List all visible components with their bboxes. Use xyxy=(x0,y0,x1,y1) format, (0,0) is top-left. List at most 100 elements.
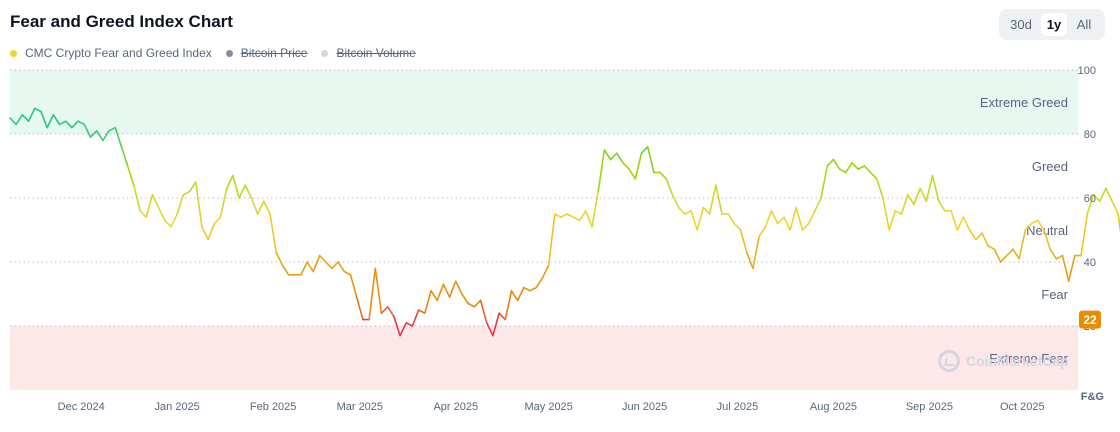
data-point[interactable] xyxy=(659,171,661,173)
data-point[interactable] xyxy=(188,190,190,192)
data-point[interactable] xyxy=(578,219,580,221)
data-point[interactable] xyxy=(671,194,673,196)
data-point[interactable] xyxy=(201,226,203,228)
data-point[interactable] xyxy=(424,312,426,314)
data-point[interactable] xyxy=(907,194,909,196)
data-point[interactable] xyxy=(133,184,135,186)
data-point[interactable] xyxy=(114,126,116,128)
data-point[interactable] xyxy=(151,194,153,196)
data-point[interactable] xyxy=(516,299,518,301)
data-point[interactable] xyxy=(492,334,494,336)
data-point[interactable] xyxy=(529,290,531,292)
data-point[interactable] xyxy=(547,264,549,266)
data-point[interactable] xyxy=(430,290,432,292)
data-point[interactable] xyxy=(1006,254,1008,256)
data-point[interactable] xyxy=(176,213,178,215)
data-point[interactable] xyxy=(968,229,970,231)
data-point[interactable] xyxy=(1024,229,1026,231)
data-point[interactable] xyxy=(1086,213,1088,215)
data-point[interactable] xyxy=(281,264,283,266)
data-point[interactable] xyxy=(27,120,29,122)
data-point[interactable] xyxy=(448,296,450,298)
data-point[interactable] xyxy=(1012,248,1014,250)
data-point[interactable] xyxy=(473,306,475,308)
data-point[interactable] xyxy=(999,261,1001,263)
data-point[interactable] xyxy=(77,120,79,122)
data-point[interactable] xyxy=(770,210,772,212)
data-point[interactable] xyxy=(356,296,358,298)
legend-item-fear-greed[interactable]: CMC Crypto Fear and Greed Index xyxy=(10,46,212,60)
data-point[interactable] xyxy=(758,235,760,237)
data-point[interactable] xyxy=(170,226,172,228)
data-point[interactable] xyxy=(739,229,741,231)
data-point[interactable] xyxy=(541,277,543,279)
data-point[interactable] xyxy=(647,146,649,148)
data-point[interactable] xyxy=(349,274,351,276)
data-point[interactable] xyxy=(325,261,327,263)
data-point[interactable] xyxy=(962,216,964,218)
data-point[interactable] xyxy=(616,152,618,154)
data-point[interactable] xyxy=(46,126,48,128)
data-point[interactable] xyxy=(1080,254,1082,256)
data-point[interactable] xyxy=(95,130,97,132)
data-point[interactable] xyxy=(225,187,227,189)
data-point[interactable] xyxy=(498,312,500,314)
data-point[interactable] xyxy=(640,152,642,154)
data-point[interactable] xyxy=(374,267,376,269)
data-point[interactable] xyxy=(653,171,655,173)
data-point[interactable] xyxy=(535,286,537,288)
data-point[interactable] xyxy=(944,210,946,212)
data-point[interactable] xyxy=(975,238,977,240)
data-point[interactable] xyxy=(157,206,159,208)
data-point[interactable] xyxy=(869,171,871,173)
data-point[interactable] xyxy=(164,219,166,221)
data-point[interactable] xyxy=(560,216,562,218)
data-point[interactable] xyxy=(1043,229,1045,231)
data-point[interactable] xyxy=(145,216,147,218)
data-point[interactable] xyxy=(269,213,271,215)
data-point[interactable] xyxy=(919,187,921,189)
data-point[interactable] xyxy=(1068,280,1070,282)
data-point[interactable] xyxy=(108,130,110,132)
data-point[interactable] xyxy=(250,197,252,199)
data-point[interactable] xyxy=(795,206,797,208)
data-point[interactable] xyxy=(783,216,785,218)
data-point[interactable] xyxy=(702,206,704,208)
data-point[interactable] xyxy=(622,162,624,164)
data-point[interactable] xyxy=(15,123,17,125)
data-point[interactable] xyxy=(913,203,915,205)
data-point[interactable] xyxy=(312,270,314,272)
data-point[interactable] xyxy=(894,210,896,212)
data-point[interactable] xyxy=(1018,258,1020,260)
data-point[interactable] xyxy=(83,123,85,125)
data-point[interactable] xyxy=(696,229,698,231)
data-point[interactable] xyxy=(386,306,388,308)
data-point[interactable] xyxy=(232,174,234,176)
data-point[interactable] xyxy=(814,210,816,212)
data-point[interactable] xyxy=(368,318,370,320)
data-point[interactable] xyxy=(380,312,382,314)
data-point[interactable] xyxy=(789,229,791,231)
data-point[interactable] xyxy=(1074,254,1076,256)
range-1y-button[interactable]: 1y xyxy=(1041,13,1067,36)
data-point[interactable] xyxy=(300,274,302,276)
data-point[interactable] xyxy=(337,261,339,263)
data-point[interactable] xyxy=(931,174,933,176)
data-point[interactable] xyxy=(665,178,667,180)
data-point[interactable] xyxy=(708,213,710,215)
data-point[interactable] xyxy=(993,248,995,250)
data-point[interactable] xyxy=(721,213,723,215)
data-point[interactable] xyxy=(287,274,289,276)
data-point[interactable] xyxy=(294,274,296,276)
data-point[interactable] xyxy=(777,222,779,224)
data-point[interactable] xyxy=(746,251,748,253)
data-point[interactable] xyxy=(987,245,989,247)
data-point[interactable] xyxy=(857,168,859,170)
data-point[interactable] xyxy=(455,280,457,282)
range-all-button[interactable]: All xyxy=(1076,17,1092,32)
data-point[interactable] xyxy=(207,238,209,240)
data-point[interactable] xyxy=(238,197,240,199)
data-point[interactable] xyxy=(609,158,611,160)
data-point[interactable] xyxy=(585,210,587,212)
data-point[interactable] xyxy=(442,283,444,285)
